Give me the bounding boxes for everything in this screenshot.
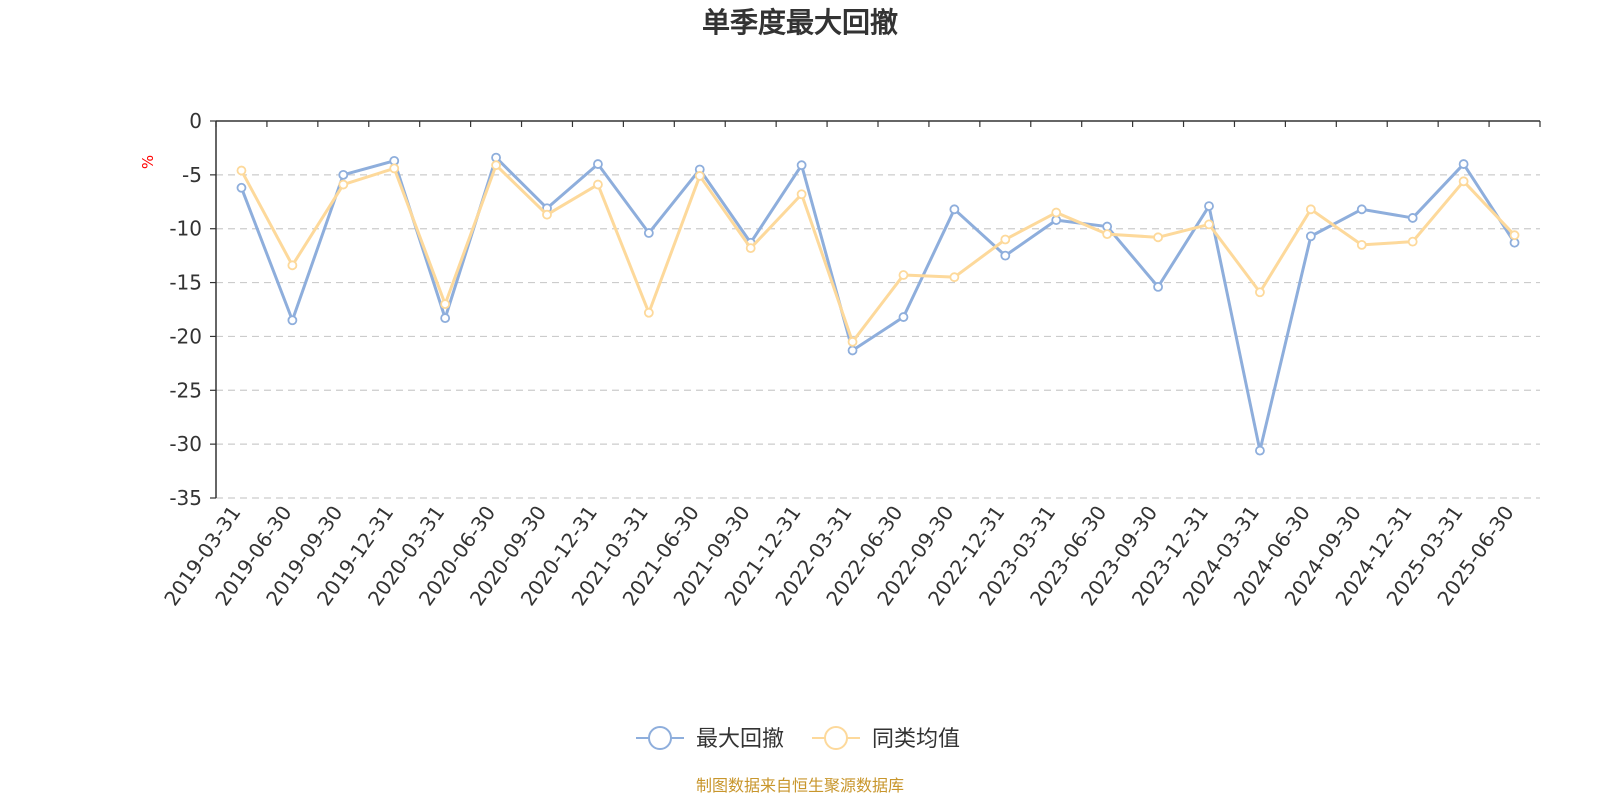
data-point[interactable] xyxy=(898,312,909,322)
data-point[interactable] xyxy=(236,182,247,193)
data-point[interactable] xyxy=(389,163,400,174)
y-tick-label: -25 xyxy=(169,378,202,402)
data-point[interactable] xyxy=(1458,159,1469,169)
legend-label: 同类均值 xyxy=(872,727,960,752)
data-point[interactable] xyxy=(338,179,349,190)
legend-marker-icon xyxy=(648,726,672,750)
data-point[interactable] xyxy=(847,336,858,347)
data-point[interactable] xyxy=(1153,232,1163,243)
y-axis-unit: % xyxy=(139,155,157,169)
data-point[interactable] xyxy=(1204,219,1214,230)
y-tick-label: -35 xyxy=(169,486,202,510)
chart-title: 单季度最大回撤 xyxy=(702,6,898,39)
data-point[interactable] xyxy=(1102,229,1113,240)
data-point[interactable] xyxy=(1000,234,1011,245)
data-point[interactable] xyxy=(593,179,603,190)
data-point[interactable] xyxy=(542,209,552,220)
data-point[interactable] xyxy=(1255,287,1265,298)
data-point[interactable] xyxy=(694,171,705,181)
data-point[interactable] xyxy=(1356,204,1367,215)
data-point[interactable] xyxy=(1305,231,1316,242)
series-lines xyxy=(236,152,1520,456)
data-point[interactable] xyxy=(643,228,654,238)
data-point[interactable] xyxy=(1458,176,1469,187)
data-point[interactable] xyxy=(1153,281,1163,292)
data-point[interactable] xyxy=(949,272,960,283)
legend[interactable]: 最大回撤 同类均值 xyxy=(636,726,960,752)
legend-item[interactable]: 同类均值 xyxy=(812,726,960,752)
data-source-note: 制图数据来自恒生聚源数据库 xyxy=(696,776,904,795)
data-point[interactable] xyxy=(796,160,807,171)
data-point[interactable] xyxy=(236,165,247,176)
data-point[interactable] xyxy=(1255,445,1265,456)
data-point[interactable] xyxy=(643,307,654,318)
data-point[interactable] xyxy=(745,243,756,254)
y-tick-label: -5 xyxy=(182,163,202,187)
data-point[interactable] xyxy=(491,160,501,171)
y-tick-label: -10 xyxy=(169,217,202,241)
data-point[interactable] xyxy=(1356,239,1367,250)
data-point[interactable] xyxy=(287,260,298,271)
data-point[interactable] xyxy=(1407,213,1418,223)
series-line-0 xyxy=(240,156,1516,453)
data-point[interactable] xyxy=(1000,250,1011,261)
data-point[interactable] xyxy=(338,169,349,180)
data-point[interactable] xyxy=(949,204,960,215)
data-point[interactable] xyxy=(1051,207,1062,218)
axes: 0-5-10-15-20-25-30-352019-03-312019-06-3… xyxy=(159,109,1541,610)
data-point[interactable] xyxy=(440,313,451,324)
data-point[interactable] xyxy=(1407,236,1418,247)
grid-lines xyxy=(216,174,1540,499)
data-point[interactable] xyxy=(1204,201,1214,211)
data-point[interactable] xyxy=(1305,204,1316,215)
data-point[interactable] xyxy=(287,315,298,326)
data-point[interactable] xyxy=(796,189,807,200)
legend-marker-icon xyxy=(824,726,848,750)
y-tick-label: -15 xyxy=(169,271,202,295)
series-line-1 xyxy=(240,163,1516,344)
data-point[interactable] xyxy=(1509,230,1520,241)
data-point[interactable] xyxy=(593,159,603,169)
y-tick-label: -30 xyxy=(169,432,202,456)
data-point[interactable] xyxy=(440,299,451,310)
data-point[interactable] xyxy=(898,270,909,280)
legend-item[interactable]: 最大回撤 xyxy=(636,726,784,752)
y-tick-label: 0 xyxy=(189,109,202,133)
data-point[interactable] xyxy=(847,345,858,356)
y-tick-label: -20 xyxy=(169,324,202,348)
legend-label: 最大回撤 xyxy=(696,727,784,752)
